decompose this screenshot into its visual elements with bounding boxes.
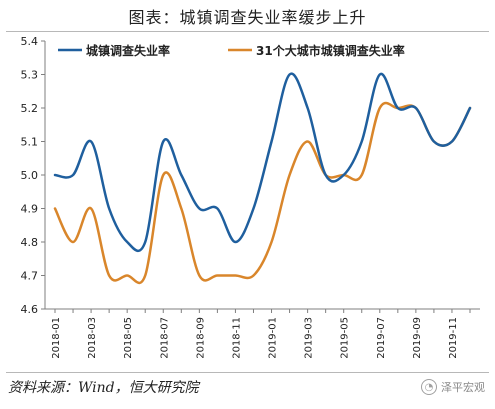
y-tick-label: 5.4 — [21, 35, 39, 48]
x-tick-label: 2018-07 — [159, 317, 170, 359]
x-tick-label: 2018-11 — [231, 317, 242, 359]
x-tick-label: 2019-07 — [376, 317, 387, 359]
footer-divider — [6, 372, 489, 373]
y-tick-label: 5.0 — [21, 169, 39, 182]
title-divider — [6, 31, 489, 32]
x-tick-label: 2019-09 — [412, 317, 423, 359]
wechat-logo-icon: ◔ — [421, 379, 437, 395]
y-tick-label: 5.2 — [21, 102, 39, 115]
chart-title: 图表：城镇调查失业率缓步上升 — [128, 8, 367, 27]
x-tick-label: 2019-11 — [448, 317, 459, 359]
x-tick-label: 2018-09 — [195, 317, 206, 359]
y-tick-label: 5.3 — [21, 69, 39, 82]
x-tick-label: 2018-01 — [51, 317, 62, 359]
x-tick-label: 2018-05 — [123, 317, 134, 359]
y-tick-label: 4.8 — [21, 236, 39, 249]
x-tick-label: 2019-05 — [340, 317, 351, 359]
legend-label-2: 31个大城市城镇调查失业率 — [256, 43, 405, 58]
series-line-1 — [53, 72, 472, 253]
y-tick-label: 4.7 — [21, 270, 39, 283]
series-line-2 — [53, 101, 472, 285]
y-tick-label: 4.6 — [21, 303, 39, 316]
y-tick-label: 5.1 — [21, 136, 39, 149]
legend-label-1: 城镇调查失业率 — [86, 43, 170, 58]
line-chart: 4.6 4.7 4.8 4.9 5.0 5.1 5.2 5.3 5.4 2018-01 2018-0… — [21, 35, 480, 359]
y-tick-label: 4.9 — [21, 203, 39, 216]
watermark-text: 泽平宏观 — [441, 381, 485, 394]
watermark: ◔ 泽平宏观 — [421, 379, 485, 395]
x-tick-label: 2019-01 — [268, 317, 279, 359]
x-tick-label: 2019-03 — [304, 317, 315, 359]
source-note: 资料来源：Wind，恒大研究院 — [8, 380, 199, 396]
x-tick-label: 2018-03 — [87, 317, 98, 359]
